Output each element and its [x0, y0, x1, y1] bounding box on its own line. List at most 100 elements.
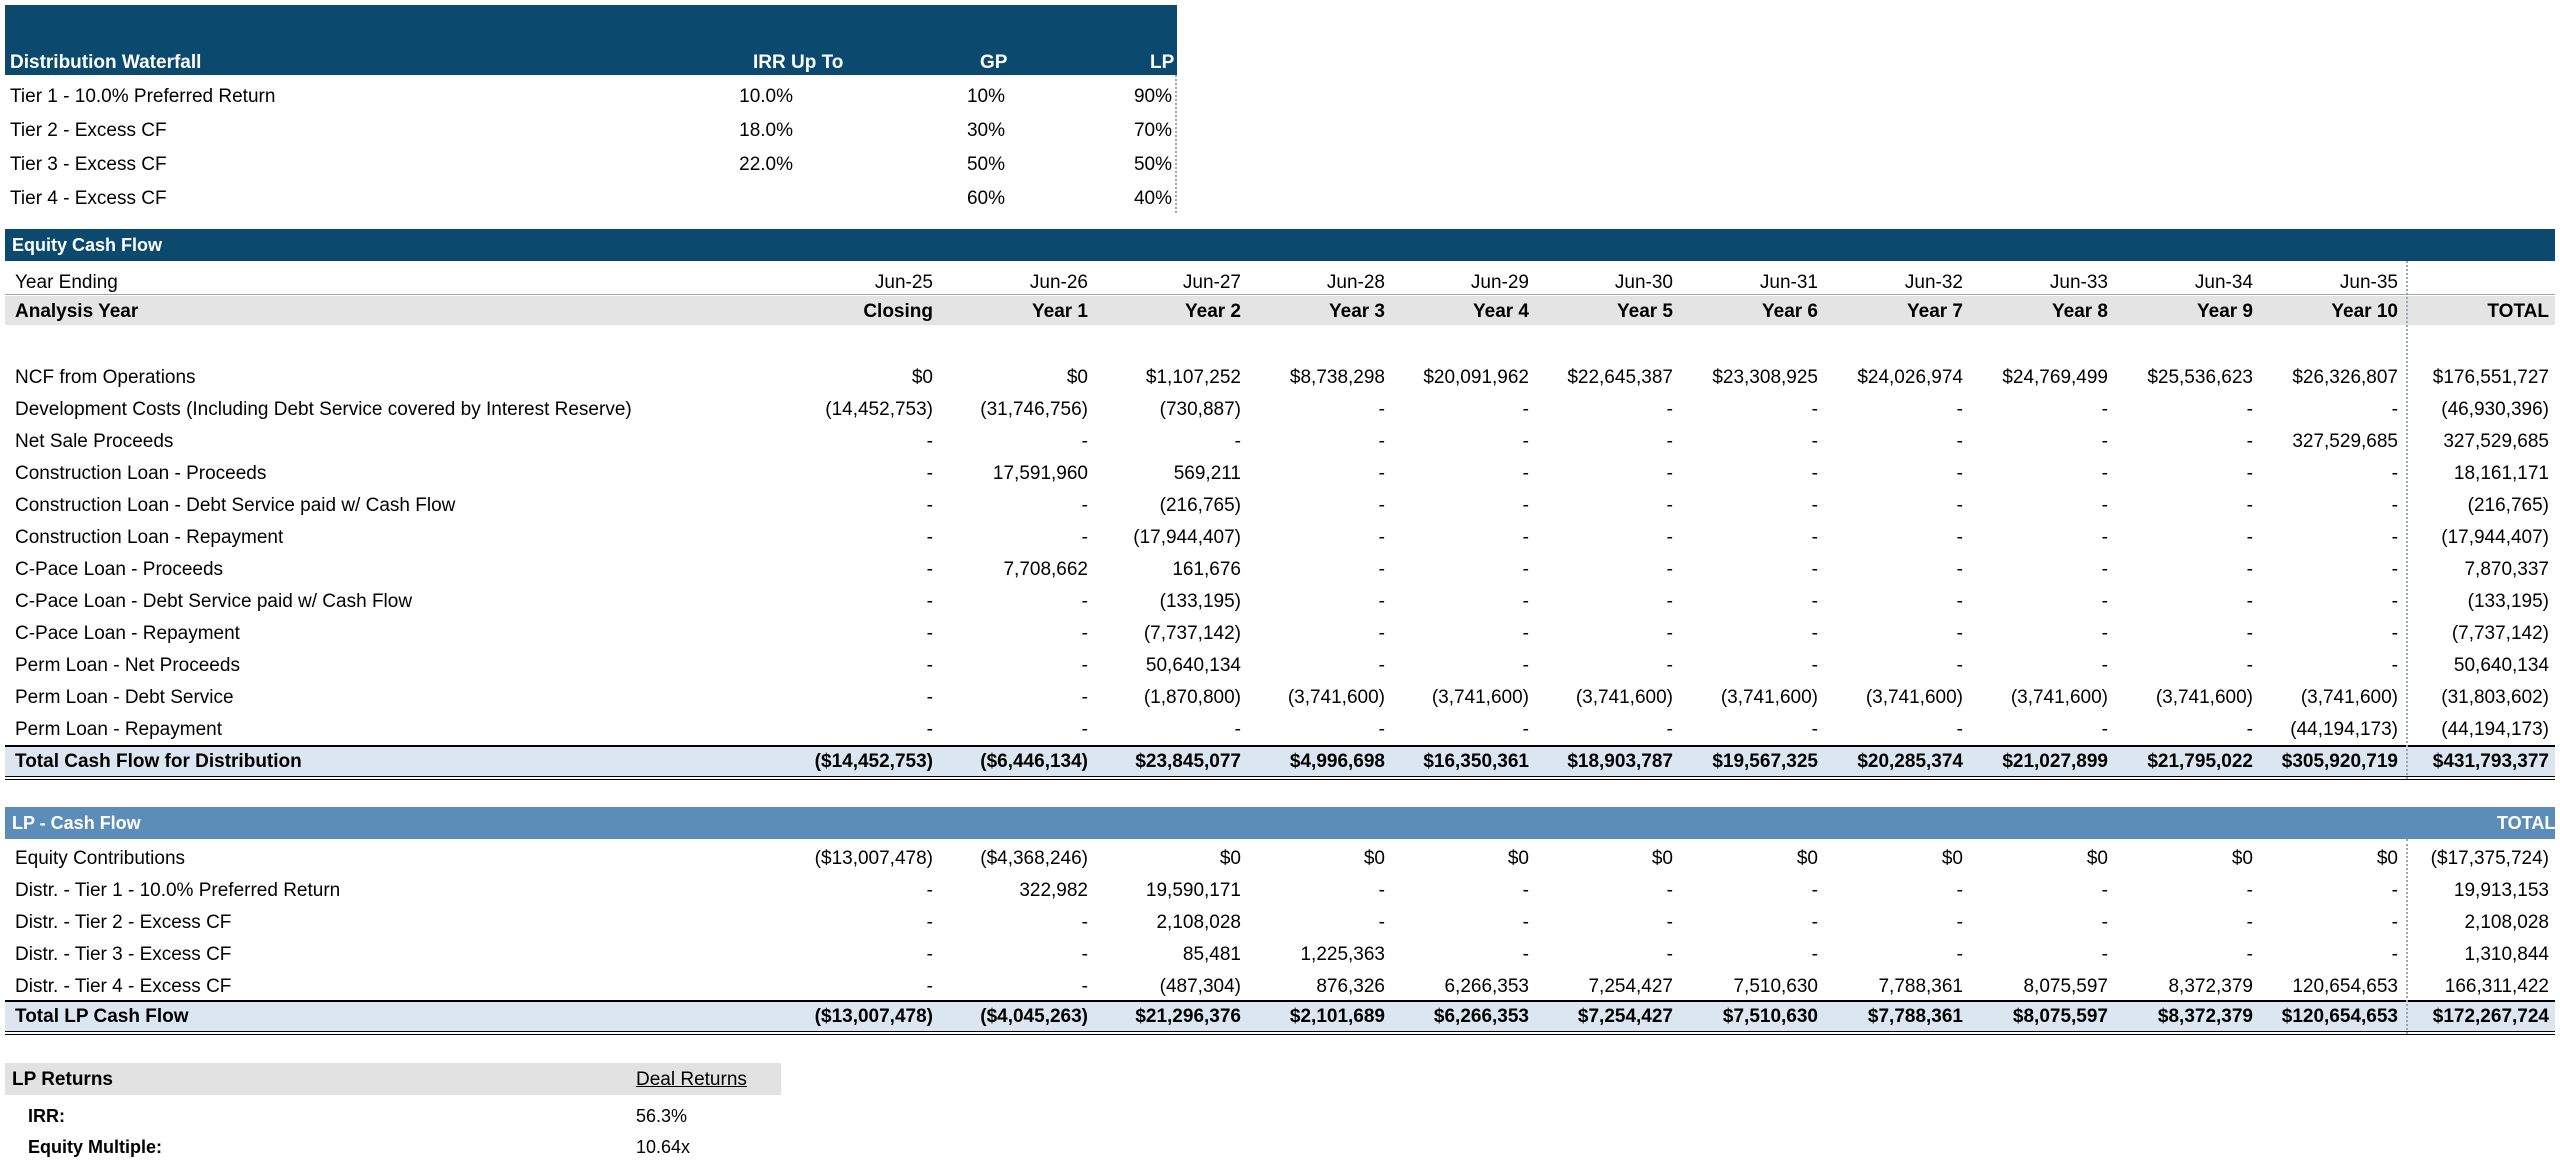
waterfall-edge: [1175, 75, 1177, 213]
lp-total-header: TOTAL: [2497, 813, 2556, 833]
lp-cell: -: [2246, 912, 2253, 933]
equity-cell: -: [1378, 623, 1385, 644]
analysis-year-row: [5, 296, 2555, 325]
lp-cell: -: [1522, 912, 1529, 933]
lp-cell: -: [926, 912, 933, 933]
equity-cell: $26,326,807: [2292, 367, 2398, 388]
equity-cell: -: [2391, 495, 2398, 516]
equity-cell: -: [1811, 719, 1818, 740]
year-ending-date: Jun-27: [1182, 272, 1241, 293]
equity-total-cell: $23,845,077: [1135, 751, 1241, 772]
lp-cell: 8,075,597: [2023, 976, 2108, 997]
equity-title: Equity Cash Flow: [12, 235, 163, 255]
year-ending-date: Jun-29: [1470, 272, 1529, 293]
lp-total-label: Total LP Cash Flow: [15, 1006, 189, 1027]
equity-cell: -: [2391, 559, 2398, 580]
equity-row-label: Perm Loan - Repayment: [15, 719, 222, 740]
equity-cell: -: [2101, 527, 2108, 548]
lp-cell: -: [2246, 944, 2253, 965]
lp-returns-header: [5, 1063, 781, 1095]
lp-cell: -: [1811, 944, 1818, 965]
waterfall-lp-value: 70%: [1133, 120, 1172, 141]
lp-total-cell: ($4,045,263): [980, 1006, 1088, 1027]
analysis-period: TOTAL: [2487, 301, 2549, 322]
irr-label: IRR:: [28, 1106, 65, 1126]
lp-cell: -: [1956, 912, 1963, 933]
lp-cell: -: [1666, 944, 1673, 965]
equity-cell: -: [2101, 399, 2108, 420]
analysis-period: Year 2: [1185, 301, 1241, 322]
equity-cell: 569,211: [1173, 463, 1241, 484]
equity-cell: -: [1666, 623, 1673, 644]
equity-cell: -: [1378, 655, 1385, 676]
equity-cell: -: [1811, 495, 1818, 516]
lp-cell: 7,788,361: [1878, 976, 1963, 997]
lp-cell: 19,913,153: [2453, 880, 2549, 901]
equity-cell: $25,536,623: [2147, 367, 2253, 388]
equity-cell: 327,529,685: [2443, 431, 2549, 452]
equity-cell: -: [1522, 399, 1529, 420]
lp-title: LP - Cash Flow: [12, 813, 141, 833]
equity-cell: -: [1378, 495, 1385, 516]
equity-cell: (17,944,407): [2441, 527, 2549, 548]
lp-cell: $0: [1507, 848, 1529, 869]
lp-cell: $0: [1651, 848, 1673, 869]
waterfall-lp-value: 50%: [1133, 154, 1172, 175]
equity-cell: -: [1666, 719, 1673, 740]
equity-cell: $24,026,974: [1857, 367, 1963, 388]
lp-cell: -: [1666, 912, 1673, 933]
equity-cell: 18,161,171: [2453, 463, 2549, 484]
equity-cell: -: [1811, 655, 1818, 676]
lp-total-cell: $7,788,361: [1867, 1006, 1963, 1027]
equity-cell: -: [1666, 431, 1673, 452]
equity-cell: -: [1378, 591, 1385, 612]
lp-cell: $0: [2231, 848, 2253, 869]
equity-cell: -: [2101, 623, 2108, 644]
equity-cell: (7,737,142): [1143, 623, 1241, 644]
lp-total-cell: $8,075,597: [2012, 1006, 2108, 1027]
lp-cell: $0: [1941, 848, 1963, 869]
equity-row-label: Perm Loan - Debt Service: [15, 687, 234, 708]
equity-row-label: Net Sale Proceeds: [15, 431, 174, 452]
lp-cell: -: [2101, 880, 2108, 901]
equity-cell: -: [926, 495, 933, 516]
equity-row-label: C-Pace Loan - Repayment: [15, 623, 240, 644]
equity-total-label: Total Cash Flow for Distribution: [15, 751, 302, 772]
equity-cell: (46,930,396): [2441, 399, 2549, 420]
lp-cell: 6,266,353: [1444, 976, 1529, 997]
lp-total-topline: [5, 1000, 2555, 1002]
equity-total-cell: $20,285,374: [1857, 751, 1963, 772]
equity-cell: 50,640,134: [2453, 655, 2549, 676]
equity-cell: (44,194,173): [2290, 719, 2398, 740]
equity-cell: -: [1956, 495, 1963, 516]
equity-cell: (3,741,600): [1431, 687, 1529, 708]
lp-cell: 7,254,427: [1588, 976, 1673, 997]
lp-cell: 1,310,844: [2464, 944, 2549, 965]
equity-cell: -: [2391, 399, 2398, 420]
equity-cell: -: [1956, 623, 1963, 644]
equity-cell: -: [1956, 591, 1963, 612]
equity-cell: -: [926, 719, 933, 740]
waterfall-tier-label: Tier 2 - Excess CF: [10, 120, 167, 141]
lp-cell: -: [1811, 912, 1818, 933]
equity-cell: -: [926, 655, 933, 676]
lp-total-cell: $7,510,630: [1722, 1006, 1818, 1027]
equity-cell: -: [2246, 463, 2253, 484]
year-ending-label: Year Ending: [15, 272, 118, 293]
deal-returns-header: Deal Returns: [636, 1069, 747, 1090]
equity-total-cell: $4,996,698: [1289, 751, 1385, 772]
equity-cell: -: [2101, 495, 2108, 516]
lp-cell: 2,108,028: [2464, 912, 2549, 933]
lp-cell: -: [2391, 880, 2398, 901]
equity-total-cell: $21,027,899: [2002, 751, 2108, 772]
equity-cell: -: [1666, 655, 1673, 676]
equity-cell: -: [1666, 559, 1673, 580]
equity-cell: -: [1522, 431, 1529, 452]
equity-cell: -: [1378, 559, 1385, 580]
year-ending-date: Jun-26: [1029, 272, 1088, 293]
lp-cell: -: [1522, 944, 1529, 965]
equity-cell: -: [1522, 463, 1529, 484]
equity-cell: (3,741,600): [1720, 687, 1818, 708]
equity-cell: -: [2246, 527, 2253, 548]
equity-cell: -: [1956, 399, 1963, 420]
